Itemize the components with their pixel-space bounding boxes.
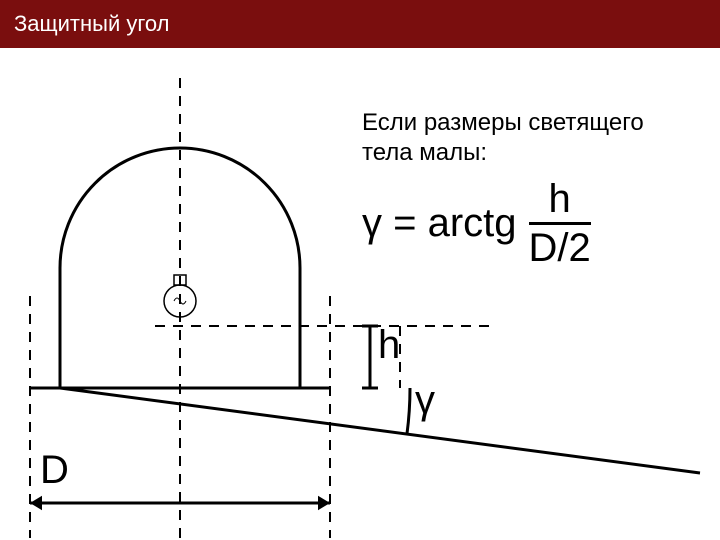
formula-fraction: h D/2 — [529, 178, 591, 269]
caption-line2: тела малы: — [362, 139, 487, 166]
caption-line1: Если размеры светящего — [362, 109, 644, 136]
label-gamma: γ — [415, 378, 435, 423]
diagram-area: Если размеры светящего тела малы: γ = ar… — [0, 48, 720, 540]
caption-text: Если размеры светящего тела малы: — [362, 108, 644, 168]
formula-lhs: γ = arctg — [362, 201, 517, 246]
label-D: D — [40, 448, 69, 493]
label-h: h — [378, 323, 400, 368]
formula-denominator: D/2 — [529, 225, 591, 269]
slide-header: Защитный угол — [0, 0, 720, 48]
formula: γ = arctg h D/2 — [362, 178, 591, 269]
slide-title: Защитный угол — [14, 11, 169, 37]
formula-numerator: h — [541, 178, 579, 222]
